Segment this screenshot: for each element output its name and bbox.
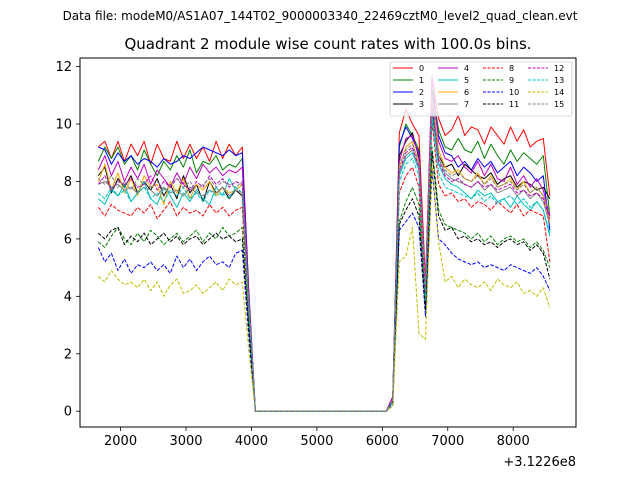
series-line-7 (98, 103, 551, 412)
y-tick-label: 6 (64, 232, 72, 247)
legend-label-6: 6 (464, 88, 469, 97)
x-offset-label: +3.1226e8 (503, 455, 576, 470)
axes-frame (79, 57, 577, 428)
x-tick-label: 4000 (235, 434, 268, 449)
series-line-1 (97, 89, 551, 412)
y-axis: 0 2 4 6 8 10 12 (55, 60, 80, 420)
legend-label-14: 14 (554, 88, 564, 97)
legend-label-8: 8 (509, 64, 514, 73)
series-line-13 (97, 117, 551, 412)
series-line-3 (97, 109, 551, 412)
legend-label-3: 3 (419, 100, 424, 109)
legend-label-9: 9 (509, 76, 514, 85)
series-line-10 (97, 169, 551, 412)
x-axis: 2000 3000 4000 5000 6000 7000 8000 (104, 427, 530, 449)
x-tick-label: 2000 (104, 434, 137, 449)
legend-label-7: 7 (464, 100, 469, 109)
y-tick-label: 12 (55, 60, 72, 75)
plot-area (79, 57, 577, 428)
chart-title: Quadrant 2 module wise count rates with … (124, 35, 531, 53)
x-tick-label: 5000 (300, 434, 333, 449)
y-tick-label: 4 (64, 290, 72, 305)
legend-label-12: 12 (554, 64, 564, 73)
legend-label-5: 5 (464, 76, 469, 85)
y-tick-label: 8 (64, 175, 72, 190)
legend-label-15: 15 (554, 100, 564, 109)
legend-label-1: 1 (419, 76, 424, 85)
x-tick-label: 3000 (169, 434, 202, 449)
series-layer (97, 74, 551, 412)
series-line-15 (97, 94, 551, 412)
y-tick-label: 0 (64, 405, 72, 420)
series-line-14 (97, 163, 551, 412)
legend-label-2: 2 (419, 88, 424, 97)
legend-label-0: 0 (419, 64, 424, 73)
legend-label-4: 4 (464, 64, 469, 73)
x-tick-label: 8000 (497, 434, 530, 449)
series-line-0 (97, 77, 551, 412)
legend-label-13: 13 (554, 76, 564, 85)
series-line-12 (97, 100, 551, 412)
legend-label-11: 11 (509, 100, 519, 109)
y-tick-label: 10 (55, 118, 72, 133)
y-tick-label: 2 (64, 347, 72, 362)
chart-suptitle: Data file: modeM0/AS1A07_144T02_90000033… (63, 9, 578, 23)
x-tick-label: 6000 (366, 434, 399, 449)
series-line-6 (97, 94, 551, 412)
legend-label-10: 10 (509, 88, 519, 97)
x-tick-label: 7000 (431, 434, 464, 449)
legend-box (389, 61, 573, 117)
